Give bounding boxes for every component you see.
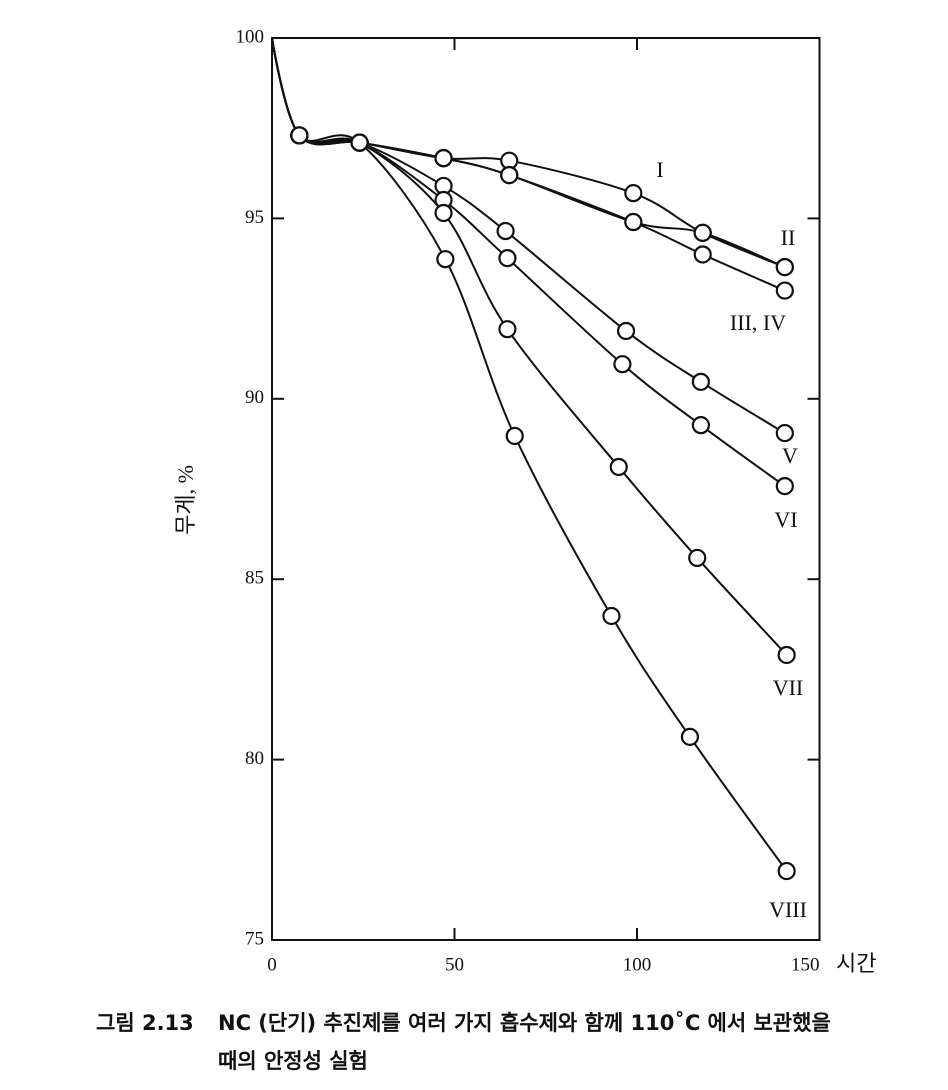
- data-point: [290, 126, 309, 145]
- data-point: [350, 133, 369, 152]
- y-tick-label: 85: [245, 568, 264, 589]
- data-point: [693, 245, 712, 264]
- data-point: [624, 184, 643, 203]
- series-line: [271, 37, 788, 656]
- data-point: [680, 727, 700, 746]
- data-point: [691, 416, 710, 435]
- data-point: [505, 426, 524, 446]
- data-point: [616, 321, 636, 341]
- data-point: [775, 258, 794, 277]
- y-tick-label: 80: [245, 748, 264, 769]
- y-tick-label: 90: [245, 387, 264, 408]
- data-point: [688, 548, 707, 568]
- x-tick-label: 100: [623, 954, 652, 975]
- x-axis-label: 시간: [836, 951, 876, 976]
- x-tick-label: 150: [791, 954, 820, 975]
- series-label: III, IV: [730, 310, 786, 335]
- data-point: [624, 212, 643, 232]
- caption-line: NC (단기) 추진제를 여러 가지 흡수제와 함께 110˚C 에서 보관했을: [218, 1011, 831, 1035]
- x-tick-label: 0: [267, 954, 277, 975]
- series-label: VIII: [769, 897, 807, 922]
- series-line: [271, 37, 788, 872]
- data-point: [602, 606, 621, 626]
- data-point: [777, 645, 796, 665]
- data-point: [775, 477, 794, 496]
- series-label: I: [656, 157, 663, 182]
- y-tick-label: 95: [245, 207, 264, 228]
- data-point: [613, 355, 632, 374]
- data-point: [498, 248, 517, 268]
- series-line: [271, 37, 786, 487]
- data-point: [775, 423, 794, 443]
- data-point: [609, 457, 628, 477]
- data-point: [436, 250, 455, 269]
- data-point: [496, 221, 515, 241]
- data-point: [498, 320, 517, 339]
- x-tick-label: 50: [445, 954, 464, 975]
- series-label: VII: [773, 675, 804, 700]
- data-point: [500, 166, 519, 185]
- y-tick-label: 100: [236, 26, 265, 47]
- caption-line: 때의 안정성 실험: [218, 1049, 368, 1073]
- data-point: [434, 149, 453, 168]
- series-label: II: [781, 225, 796, 250]
- plot-frame: [271, 37, 821, 941]
- y-tick-label: 75: [245, 928, 264, 949]
- series-label: VI: [774, 507, 797, 532]
- series-label: V: [782, 443, 798, 468]
- data-point: [777, 861, 796, 881]
- data-point: [775, 281, 794, 300]
- caption-number: 그림 2.13: [96, 1011, 194, 1035]
- data-point: [693, 223, 712, 242]
- data-point: [434, 203, 453, 223]
- data-point: [691, 372, 710, 391]
- y-axis-label: 무게, %: [173, 465, 198, 535]
